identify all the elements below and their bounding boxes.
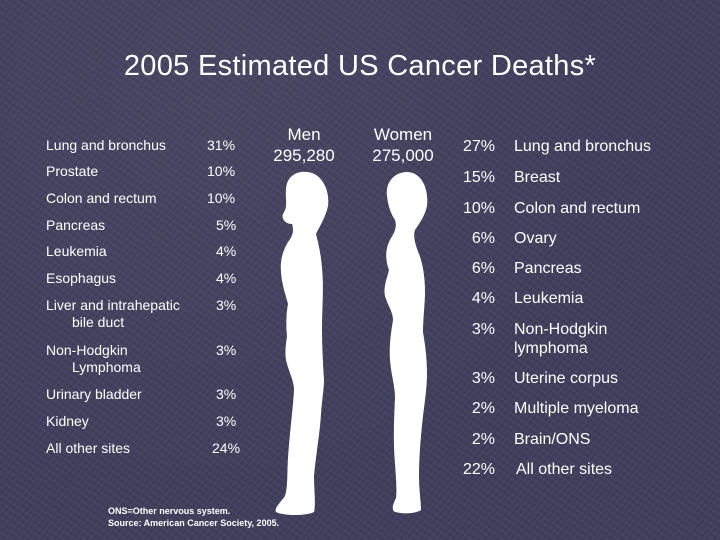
footnote: ONS=Other nervous system. Source: Americ…: [108, 505, 279, 529]
women-site-label: Leukemia: [514, 290, 584, 307]
men-site-label-line2: Lymphoma: [72, 359, 141, 375]
women-site-pct: 2%: [471, 400, 495, 417]
women-site-label-line1: Non-Hodgkin: [514, 321, 608, 338]
women-site-label: Multiple myeloma: [514, 400, 639, 417]
women-site-pct: 10%: [462, 200, 495, 217]
men-site-pct: 4%: [216, 270, 237, 286]
men-site-pct: 10%: [207, 190, 236, 206]
men-site-pct: 10%: [207, 163, 236, 179]
women-site-label: Colon and rectum: [514, 200, 641, 217]
men-site-label-line1: Liver and intrahepatic: [46, 297, 180, 313]
women-site-pct: 3%: [471, 321, 495, 338]
men-site-pct: 3%: [216, 342, 237, 358]
women-site-pct: 6%: [471, 260, 495, 277]
men-site-label: Pancreas: [46, 217, 106, 233]
women-site-label: Ovary: [514, 230, 557, 247]
male-silhouette: [275, 171, 329, 515]
women-site-label: All other sites: [516, 461, 613, 478]
women-header: Women 275,000: [348, 124, 458, 166]
men-label: Men: [287, 125, 321, 144]
women-site-label-line2: lymphoma: [514, 340, 588, 357]
men-site-pct: 31%: [207, 137, 236, 153]
men-site-label: Esophagus: [46, 270, 117, 286]
women-count: 275,000: [372, 146, 434, 165]
men-site-label: Prostate: [46, 163, 99, 179]
women-site-pct: 3%: [471, 370, 495, 387]
footnote-source: Source: American Cancer Society, 2005.: [108, 518, 280, 528]
men-site-pct: 3%: [216, 413, 237, 429]
women-site-pct: 27%: [462, 138, 495, 155]
women-site-pct: 6%: [471, 230, 495, 247]
men-site-label: Non-Hodgkin Lymphoma: [46, 342, 141, 376]
footnote-abbreviation: ONS=Other nervous system.: [108, 506, 231, 516]
women-site-pct: 2%: [471, 431, 495, 448]
women-site-label: Pancreas: [514, 260, 582, 277]
men-header: Men 295,280: [249, 124, 359, 166]
men-site-label: Lung and bronchus: [46, 137, 166, 153]
women-site-label: Breast: [514, 169, 561, 186]
men-count: 295,280: [273, 146, 335, 165]
women-label: Women: [373, 125, 433, 144]
men-site-label: Kidney: [46, 413, 89, 429]
women-site-label: Non-Hodgkin lymphoma: [514, 320, 607, 358]
women-site-pct: 22%: [462, 461, 495, 478]
men-site-pct: 4%: [216, 243, 237, 259]
men-site-label-line2: bile duct: [72, 314, 125, 330]
men-site-pct: 24%: [212, 440, 241, 456]
men-site-label: All other sites: [46, 440, 131, 456]
men-site-label: Liver and intrahepatic bile duct: [46, 297, 180, 331]
women-site-pct: 15%: [462, 169, 495, 186]
men-site-pct: 3%: [216, 297, 237, 313]
men-site-pct: 3%: [216, 386, 237, 402]
slide-title: 2005 Estimated US Cancer Deaths*: [123, 50, 597, 82]
men-site-pct: 5%: [216, 217, 237, 233]
women-site-label: Uterine corpus: [514, 370, 619, 387]
female-silhouette: [384, 172, 428, 514]
men-site-label: Leukemia: [46, 243, 107, 259]
men-site-label: Colon and rectum: [46, 190, 157, 206]
men-site-label-line1: Non-Hodgkin: [46, 342, 128, 358]
women-site-pct: 4%: [471, 290, 495, 307]
women-site-label: Lung and bronchus: [514, 138, 651, 155]
men-site-label: Urinary bladder: [46, 386, 142, 402]
women-site-label: Brain/ONS: [514, 431, 591, 448]
